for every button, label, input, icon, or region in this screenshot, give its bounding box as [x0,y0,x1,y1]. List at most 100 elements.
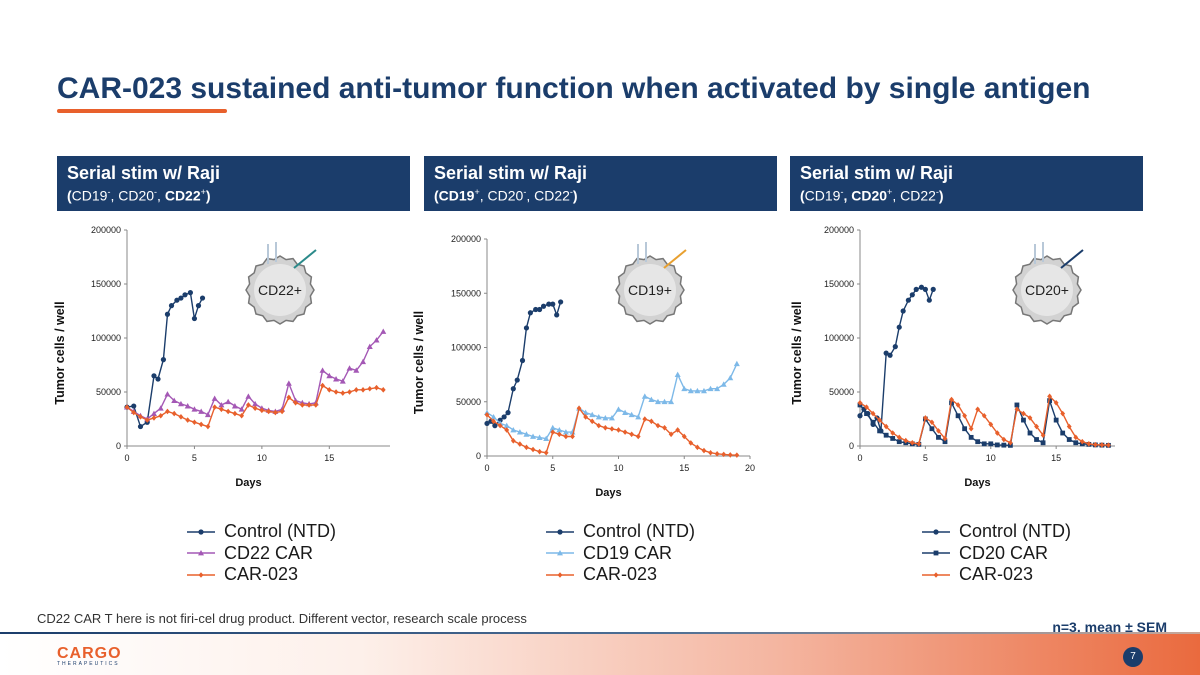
legend-label: Control (NTD) [583,521,696,542]
data-point [916,441,922,447]
y-tick-label: 100000 [91,333,121,343]
legend-marker [557,571,563,578]
data-point [537,448,542,455]
legend-label: CAR-023 [959,564,1034,585]
page-number: 7 [1123,647,1143,667]
y-tick-label: 100000 [451,343,481,353]
legend-item: CAR-023 [186,564,336,586]
data-point [519,357,526,364]
data-point [492,423,498,429]
data-point [373,337,380,343]
legend-item: CAR-023 [545,564,695,586]
data-point [962,412,968,419]
legend-item: CD19 CAR [545,543,695,565]
data-point [137,423,144,430]
legend-symbol [546,529,574,535]
data-point [681,385,688,392]
data-point [883,432,889,438]
data-point [151,415,157,421]
data-point [198,421,204,428]
data-point [484,411,490,418]
cell-antigen-label: CD19+ [628,282,672,298]
data-point [286,394,292,401]
data-point [346,365,353,371]
data-point [877,417,883,423]
data-point [484,420,490,427]
legend-label: CD20 CAR [959,542,1049,563]
data-point [1099,442,1105,448]
data-point [367,385,373,392]
data-point [687,387,694,394]
x-tick-label: 5 [192,453,197,463]
data-point [543,435,550,442]
footnote: CD22 CAR T here is not firi-cel drug pro… [37,611,527,626]
data-point [622,429,628,435]
data-point [232,410,238,417]
data-point [955,402,961,408]
data-point [504,427,510,433]
footer-line [0,632,1200,634]
legend-item: CD20 CAR [921,543,1071,565]
data-point [505,410,511,416]
data-point [994,430,1000,436]
tumor-cell-icon: CD20+ [1012,242,1084,325]
data-point [1027,430,1033,436]
y-tick-label: 150000 [91,279,121,289]
panel-header-cd20: Serial stim w/ Raji (CD19-, CD20+, CD22-… [790,156,1143,211]
y-tick-label: 0 [849,441,854,451]
data-point [164,391,171,397]
data-point [694,387,701,394]
data-point [913,286,919,292]
cell-antigen-label: CD20+ [1025,282,1069,298]
data-point [857,400,863,406]
data-point [936,434,941,440]
data-point [896,434,902,441]
data-point [554,312,560,318]
cell-antigen-label: CD22+ [258,282,302,298]
stats-note: n=3, mean ± SEM [1052,619,1167,635]
data-point [570,433,575,440]
data-point [514,377,520,383]
data-point [353,367,360,373]
data-point [1073,440,1079,446]
data-point [1053,417,1059,423]
data-point [955,413,961,419]
data-point [279,408,285,415]
data-point [219,406,224,413]
data-point [1040,432,1046,438]
data-point [1007,439,1013,446]
x-tick-label: 15 [679,463,689,473]
series-cd20-car [857,398,1111,448]
data-point [661,398,668,405]
data-point [701,447,707,454]
x-tick-label: 20 [745,463,755,473]
legend-marker [198,550,204,556]
data-point [155,376,161,382]
data-point [616,427,621,433]
data-point [870,410,876,417]
data-point [157,405,164,411]
data-point [524,444,529,451]
data-point [205,423,211,430]
data-point [662,424,667,431]
data-point [182,292,188,298]
legend-symbol [922,571,950,578]
data-point [131,409,137,416]
y-axis-label: Tumor cells / well [53,301,67,404]
data-point [333,389,339,395]
data-point [1001,436,1007,443]
data-point [675,427,681,433]
data-point [1047,398,1053,404]
y-tick-label: 0 [116,441,121,451]
data-point [602,424,608,431]
data-point [259,407,265,414]
series-line [126,291,204,428]
panel-header-antigens: (CD19-, CD20+, CD22-) [800,187,944,204]
data-point [171,410,177,417]
data-point [734,452,740,458]
data-point [503,422,510,429]
y-axis-label: Tumor cells / well [412,311,426,414]
company-logo: CARGO THERAPEUTICS [57,645,122,667]
data-point [347,389,352,395]
legend-label: Control (NTD) [224,521,337,542]
